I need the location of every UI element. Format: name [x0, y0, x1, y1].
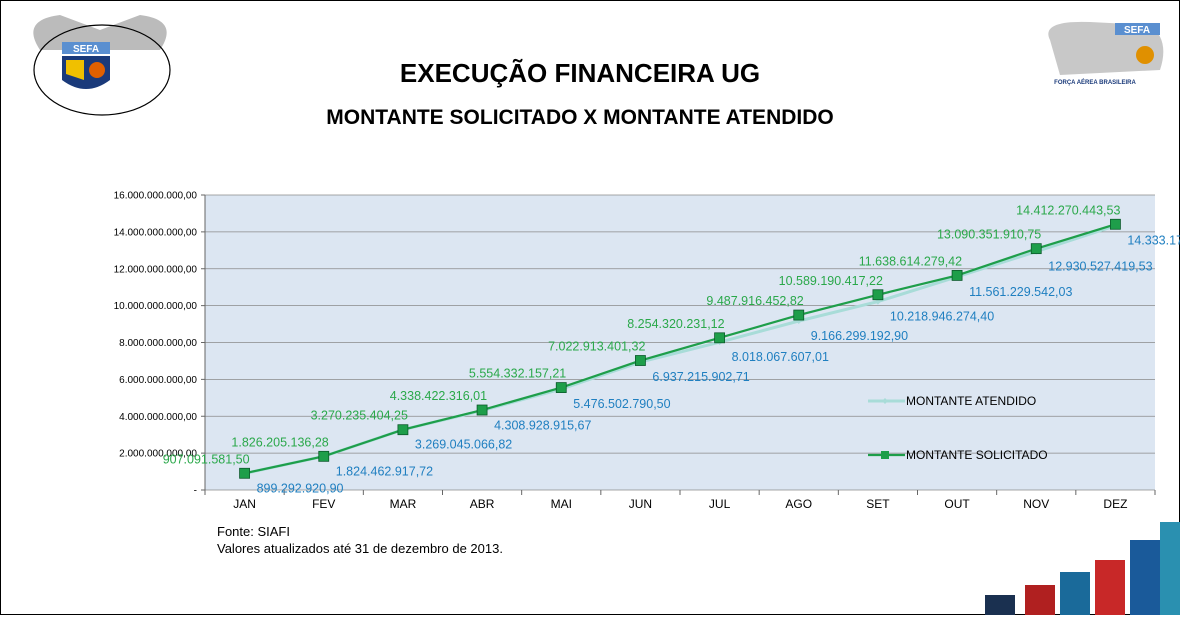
marker [1030, 243, 1042, 255]
marker [239, 467, 250, 479]
marker [1110, 218, 1121, 230]
value-label: 8.018.067.607,01 [732, 350, 829, 364]
y-tick-label: 4.000.000.000,00 [119, 412, 197, 423]
marker [397, 424, 409, 436]
x-tick-label: DEZ [1103, 497, 1127, 511]
logo-caption: FORÇA AÉREA BRASILEIRA [1054, 78, 1136, 86]
x-tick-label: ABR [470, 497, 495, 511]
value-label: 1.824.462.917,72 [336, 464, 433, 478]
value-label: 14.333.173.918,42 [1127, 234, 1180, 248]
y-tick-label: 8.000.000.000,00 [119, 338, 197, 349]
value-label: 3.269.045.066,82 [415, 438, 512, 452]
marker [318, 450, 330, 462]
x-tick-label: JAN [233, 497, 256, 511]
x-tick-label: FEV [312, 497, 335, 511]
marker [635, 355, 646, 366]
marker [793, 309, 805, 321]
x-tick-label: OUT [944, 497, 970, 511]
value-label: 5.554.332.157,21 [469, 367, 566, 381]
value-label: 8.254.320.231,12 [627, 317, 724, 331]
x-tick-label: JUL [709, 497, 731, 511]
value-label: 10.218.946.274,40 [890, 310, 994, 324]
y-tick-label: 12.000.000.000,00 [114, 264, 198, 275]
value-label: 11.638.614.279,42 [859, 254, 962, 268]
x-tick-label: NOV [1023, 497, 1049, 511]
series-line [244, 223, 1116, 475]
x-tick-label: AGO [785, 497, 812, 511]
legend-label: MONTANTE ATENDIDO [906, 394, 1036, 408]
value-label: 6.937.215.902,71 [652, 370, 749, 384]
left-logo: SEFA [33, 15, 171, 116]
value-label: 12.930.527.419,53 [1048, 260, 1152, 274]
value-label: 1.826.205.136,28 [231, 435, 328, 449]
legend-marker [882, 398, 888, 404]
chart-subtitle: MONTANTE SOLICITADO X MONTANTE ATENDIDO [326, 106, 833, 129]
note: Fonte: SIAFI [217, 524, 290, 539]
y-tick-label: 2.000.000.000,00 [119, 449, 197, 460]
marker [872, 289, 884, 301]
x-tick-label: JUN [629, 497, 652, 511]
value-label: 7.022.913.401,32 [548, 340, 645, 354]
chart-title: EXECUÇÃO FINANCEIRA UG [400, 58, 760, 88]
value-label: 899.292.920,90 [257, 481, 344, 495]
logo-text: SEFA [73, 44, 99, 55]
x-tick-label: MAR [390, 497, 417, 511]
value-label: 10.589.190.417,22 [779, 274, 883, 288]
right-logo: SEFA FORÇA AÉREA BRASILEIRA [1048, 21, 1164, 86]
legend-marker [881, 451, 889, 459]
value-label: 4.338.422.316,01 [390, 389, 487, 403]
y-tick-label: 14.000.000.000,00 [114, 227, 198, 238]
marker [555, 382, 567, 393]
x-tick-label: SET [866, 497, 890, 511]
y-tick-label: 10.000.000.000,00 [114, 301, 198, 312]
y-tick-label: - [194, 486, 197, 497]
marker [476, 404, 488, 416]
marker [714, 332, 725, 344]
value-label: 3.270.235.404,25 [311, 409, 408, 423]
value-label: 907.091.581,50 [163, 452, 250, 466]
value-label: 4.308.928.915,67 [494, 419, 591, 433]
value-label: 11.561.229.542,03 [969, 285, 1072, 299]
y-tick-label: 6.000.000.000,00 [119, 375, 197, 386]
legend-label: MONTANTE SOLICITADO [906, 448, 1048, 462]
value-label: 9.166.299.192,90 [811, 329, 908, 343]
note: Valores atualizados até 31 de dezembro d… [217, 541, 503, 556]
value-label: 13.090.351.910,75 [937, 228, 1041, 242]
decor-bars [985, 522, 1180, 615]
logo-text: SEFA [1124, 25, 1150, 36]
y-tick-label: 16.000.000.000,00 [114, 191, 198, 202]
value-label: 14.412.270.443,53 [1016, 203, 1120, 217]
x-tick-label: MAI [551, 497, 572, 511]
value-label: 5.476.502.790,50 [573, 397, 670, 411]
marker [951, 270, 963, 281]
value-label: 9.487.916.452,82 [706, 294, 803, 308]
